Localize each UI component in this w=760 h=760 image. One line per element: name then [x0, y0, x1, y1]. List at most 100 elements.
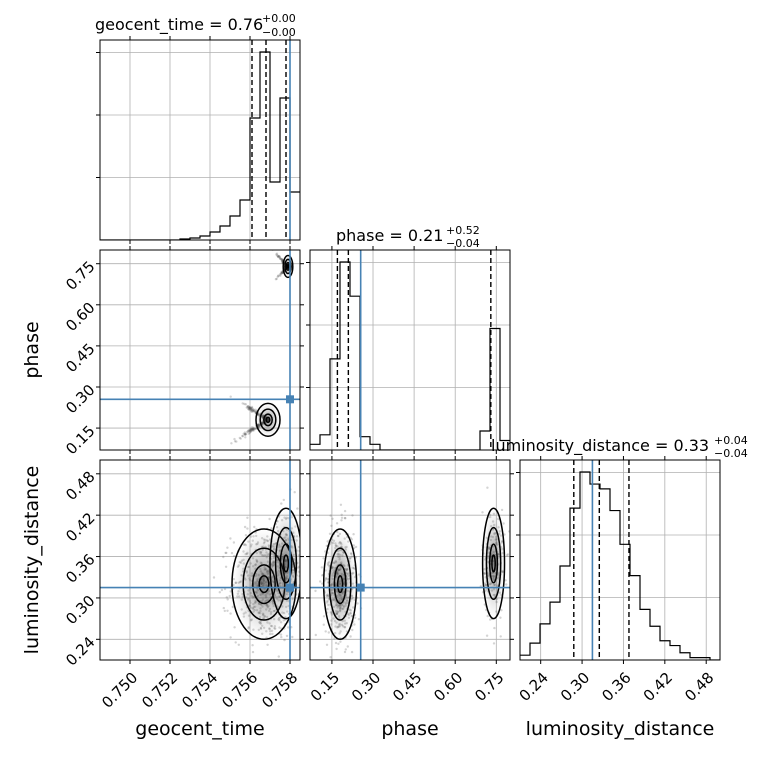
- scatter-point: [275, 277, 278, 281]
- scatter-point: [321, 582, 324, 585]
- histogram-bin: [360, 437, 370, 450]
- scatter-point: [249, 427, 253, 430]
- scatter-point: [255, 689, 257, 691]
- scatter-point: [334, 641, 338, 645]
- y-tick-label: 0.24: [62, 633, 98, 669]
- scatter-point: [287, 626, 290, 629]
- scatter-point: [247, 405, 250, 409]
- scatter-point: [247, 429, 250, 432]
- density-contour: [488, 543, 499, 584]
- scatter-point: [252, 427, 255, 430]
- scatter-point: [254, 410, 257, 413]
- scatter-point: [280, 272, 283, 275]
- truth-marker: [286, 583, 294, 592]
- scatter-point: [331, 517, 334, 520]
- hist-geocent-time-panel: [96, 36, 301, 244]
- scatter-point: [351, 514, 354, 517]
- scatter-point: [282, 498, 285, 502]
- density-fill: [482, 508, 505, 619]
- scatter-point: [248, 408, 251, 411]
- scatter-point: [250, 427, 254, 431]
- scatter-point: [222, 606, 225, 610]
- scatter-point: [356, 602, 359, 605]
- scatter-point: [279, 272, 282, 276]
- scatter-point: [233, 626, 236, 629]
- histogram-bin: [520, 655, 530, 660]
- scatter-point: [242, 432, 245, 435]
- scatter-point: [252, 429, 255, 432]
- scatter-point: [249, 430, 253, 433]
- x-tick-label: 0.752: [138, 669, 181, 712]
- scatter-point: [250, 410, 254, 413]
- scatter-point: [280, 635, 283, 639]
- scatter-point: [277, 274, 280, 277]
- scatter-point: [276, 275, 279, 279]
- scatter-point: [243, 432, 246, 436]
- scatter-point: [251, 406, 254, 410]
- scatter-point: [350, 538, 354, 541]
- scatter-point: [280, 258, 283, 261]
- histogram-bin: [570, 508, 580, 660]
- scatter-point: [314, 633, 317, 637]
- histogram-bin: [550, 602, 560, 660]
- scatter-point: [247, 432, 250, 435]
- scatter-point: [230, 442, 233, 445]
- histogram-bin: [240, 200, 250, 240]
- scatter-point: [244, 436, 247, 439]
- x-tick-label: 0.24: [516, 669, 552, 705]
- scatter-point: [223, 609, 226, 613]
- density-contour: [322, 528, 358, 641]
- scatter-point: [301, 520, 303, 522]
- density-contour: [263, 413, 273, 427]
- histogram-bin: [210, 232, 220, 240]
- density-contour: [328, 547, 352, 621]
- scatter-point: [277, 655, 280, 658]
- scatter-point: [228, 594, 231, 598]
- scatter-point: [229, 590, 232, 593]
- scatter-point: [250, 426, 254, 429]
- scatter-point: [220, 588, 224, 592]
- scatter-point: [280, 271, 283, 274]
- scatter-point: [229, 537, 232, 540]
- scatter-point: [245, 406, 248, 409]
- scatter-point: [279, 274, 282, 277]
- scatter-point: [246, 430, 249, 434]
- scatter-point: [329, 656, 332, 659]
- title-geocent-time-minus: −0.00: [262, 26, 296, 39]
- scatter-point: [279, 257, 283, 261]
- scatter-point: [233, 437, 236, 441]
- scatter-point: [281, 271, 284, 274]
- scatter-point: [251, 409, 254, 412]
- histogram-bin: [500, 441, 510, 450]
- scatter-point: [350, 650, 354, 654]
- scatter-point: [252, 428, 255, 431]
- scatter-point: [277, 274, 280, 277]
- scatter-point: [327, 631, 330, 634]
- scatter-point: [246, 527, 249, 530]
- histogram-bin: [660, 641, 670, 660]
- scatter-point: [250, 405, 254, 409]
- scatter-point: [349, 635, 352, 638]
- density-contour: [485, 526, 502, 601]
- panel-frame: [99, 459, 301, 661]
- scatter-point: [277, 255, 280, 259]
- scatter-point: [333, 637, 336, 640]
- histogram-bin: [620, 544, 630, 660]
- scatter-point: [235, 440, 238, 443]
- scatter-point: [250, 429, 253, 432]
- x-tick-label: 0.758: [258, 669, 301, 712]
- scatter-point: [346, 645, 349, 648]
- y-tick-label: 0.36: [62, 550, 98, 586]
- scatter-point: [226, 609, 229, 612]
- y-axis-label-luminosity-distance: luminosity_distance: [21, 466, 43, 655]
- histogram-bin: [630, 576, 640, 660]
- scatter-point: [285, 666, 287, 668]
- scatter-point: [343, 516, 347, 520]
- scatter-point: [279, 257, 282, 261]
- scatter-point: [335, 647, 338, 651]
- scatter-point: [226, 546, 229, 549]
- title-luminosity-distance-plus: +0.04: [714, 434, 748, 447]
- scatter-point: [249, 408, 252, 411]
- scatter-point: [275, 252, 279, 255]
- density-contour: [286, 264, 290, 269]
